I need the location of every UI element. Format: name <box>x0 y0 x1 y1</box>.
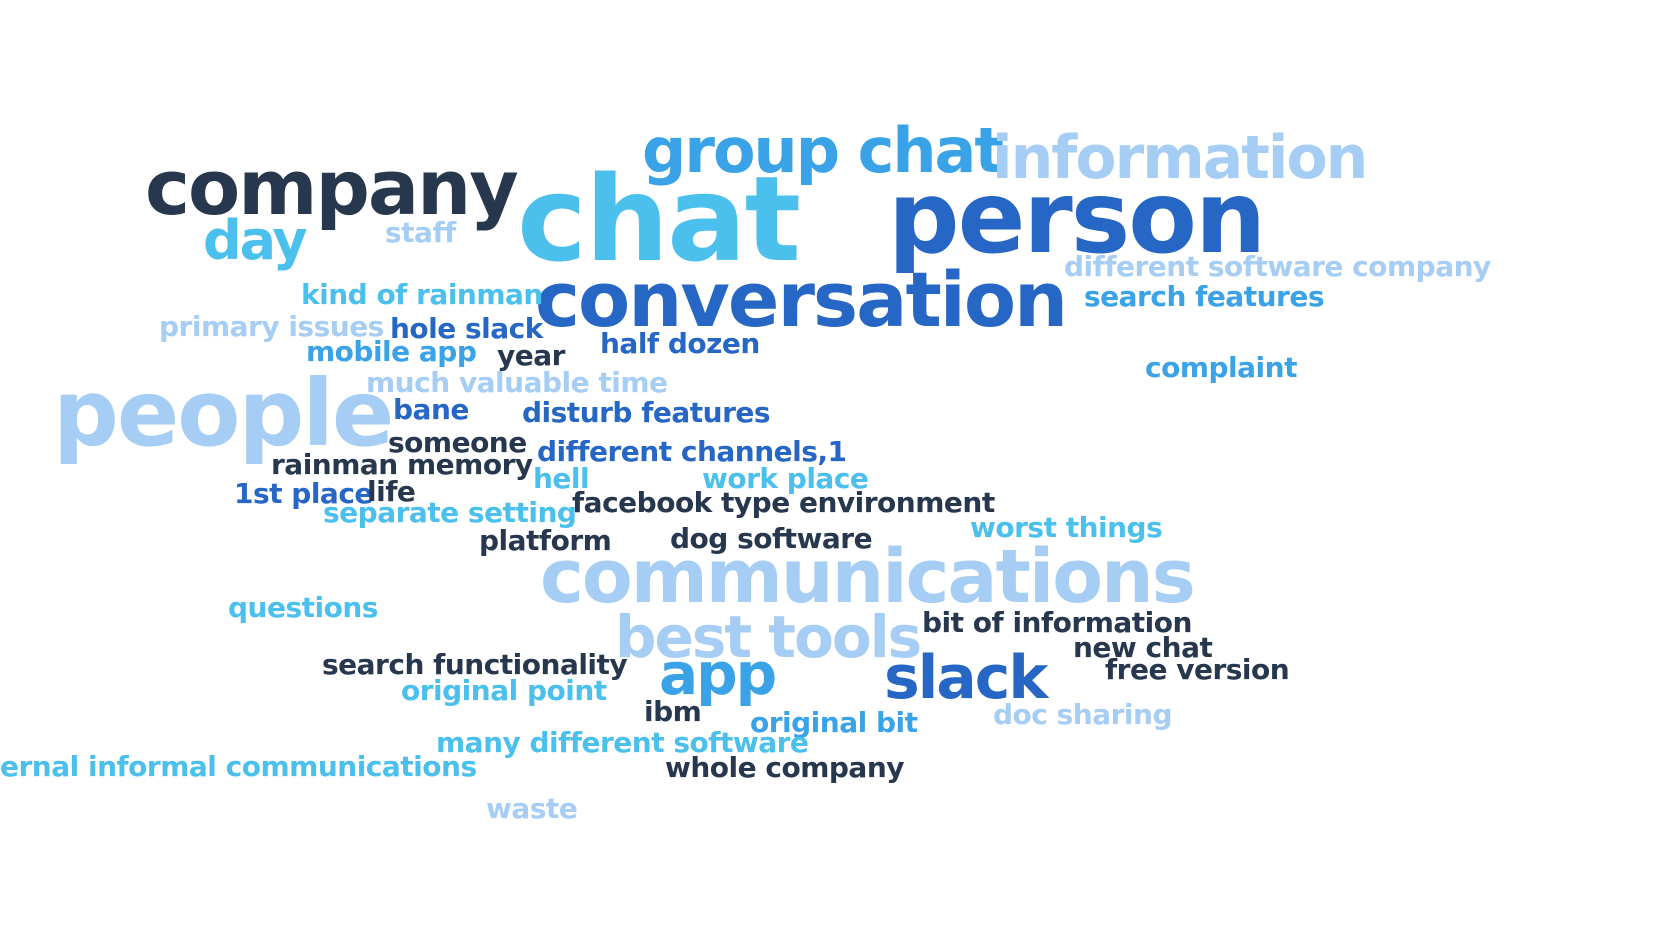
word-search-features: search features <box>1084 280 1325 313</box>
word-half-dozen: half dozen <box>600 327 760 360</box>
word-year: year <box>497 339 565 372</box>
word-best-tools: best tools <box>615 603 922 671</box>
word-communications: communications <box>540 534 1196 620</box>
word-complaint: complaint <box>1145 351 1297 384</box>
word-whole-company: whole company <box>665 751 905 784</box>
word-someone: someone <box>388 426 527 459</box>
word-day: day <box>203 209 308 272</box>
word-internal-informal-communications: ernal informal communications <box>0 750 477 783</box>
word-platform: platform <box>479 524 612 557</box>
word-facebook-type-environment: facebook type environment <box>572 486 995 519</box>
word-search-functionality: search functionality <box>322 648 628 681</box>
word-information: information <box>992 123 1368 193</box>
word-new-chat: new chat <box>1073 631 1213 664</box>
word-hole-slack: hole slack <box>390 312 543 345</box>
word-life: life <box>367 475 416 508</box>
word-people: people <box>53 360 394 467</box>
word-mobile-app: mobile app <box>306 335 477 368</box>
word-waste: waste <box>486 792 578 825</box>
word-bit-of-information: bit of information <box>922 606 1192 639</box>
word-slack: slack <box>884 643 1048 713</box>
word-much-valuable-time: much valuable time <box>366 366 668 399</box>
word-worst-things: worst things <box>970 511 1163 544</box>
word-chat: chat <box>517 150 801 288</box>
word-many-different-software: many different software <box>436 726 809 759</box>
word-ibm: ibm <box>644 695 702 728</box>
word-disturb-features: disturb features <box>522 396 771 429</box>
word-hell: hell <box>533 462 590 495</box>
word-conversation: conversation <box>535 255 1068 344</box>
word-bane: bane <box>393 393 469 426</box>
word-doc-sharing: doc sharing <box>993 698 1173 731</box>
word-rainman-memory: rainman memory <box>271 448 533 481</box>
word-work-place: work place <box>702 462 869 495</box>
word-questions: questions <box>228 591 378 624</box>
word-staff: staff <box>385 216 456 249</box>
word-person: person <box>888 159 1266 276</box>
word-different-channels: different channels,1 <box>537 435 847 468</box>
word-1st-place: 1st place <box>234 477 373 510</box>
word-group-chat: group chat <box>642 114 1004 187</box>
word-original-point: original point <box>401 674 607 707</box>
word-different-software-company: different software company <box>1064 250 1491 283</box>
word-dog-software: dog software <box>670 522 873 555</box>
word-primary-issues: primary issues <box>159 310 384 343</box>
word-company: company <box>145 143 519 232</box>
word-original-bit: original bit <box>750 706 918 739</box>
word-app: app <box>659 640 777 708</box>
word-kind-of-rainman: kind of rainman <box>301 278 543 311</box>
word-separate-setting: separate setting <box>323 496 577 529</box>
word-free-version: free version <box>1105 653 1290 686</box>
